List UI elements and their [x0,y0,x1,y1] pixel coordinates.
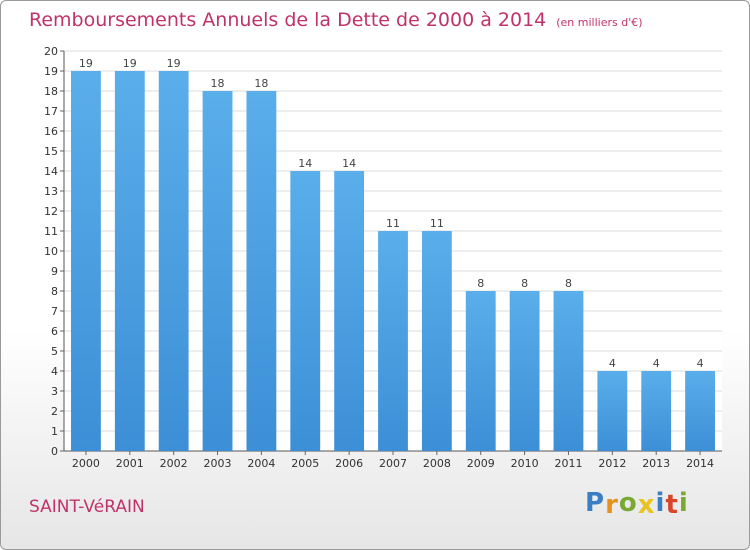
bar-value-label: 4 [697,357,704,370]
bar [114,71,145,451]
bar-value-label: 14 [342,157,356,170]
y-tick-label: 5 [51,345,58,358]
y-tick-label: 12 [44,205,58,218]
bar [597,371,628,451]
bar-value-label: 8 [565,277,572,290]
y-tick-label: 15 [44,145,58,158]
bar-value-label: 18 [254,77,268,90]
x-tick-label: 2014 [686,457,714,470]
y-tick-label: 20 [44,45,58,58]
x-tick-label: 2006 [335,457,363,470]
logo-letter: o [618,488,638,518]
bar-value-label: 14 [298,157,312,170]
bar [553,291,584,451]
x-tick-label: 2004 [247,457,275,470]
bar [641,371,672,451]
x-tick-label: 2005 [291,457,319,470]
y-tick-label: 8 [51,285,58,298]
x-tick-label: 2000 [72,457,100,470]
bar [421,231,452,451]
bar-value-label: 11 [386,217,400,230]
bar-value-label: 4 [609,357,616,370]
x-tick-label: 2002 [160,457,188,470]
bar [290,171,321,451]
logo-letter: P [585,488,606,518]
y-tick-label: 3 [51,385,58,398]
bar [246,91,277,451]
logo-letter: i [678,488,689,518]
bar-value-label: 8 [477,277,484,290]
bar [465,291,496,451]
bar [202,91,233,451]
bar [685,371,715,451]
logo-letter: x [637,490,656,520]
bar-value-label: 18 [211,77,225,90]
bar-value-label: 19 [167,57,181,70]
logo-letter: i [655,488,666,518]
y-tick-label: 4 [51,365,58,378]
bar [334,171,365,451]
logo-letter: r [605,490,619,520]
y-tick-label: 9 [51,265,58,278]
proxiti-logo: Proxiti [585,488,689,520]
chart-title: Remboursements Annuels de la Dette de 20… [29,9,643,31]
y-tick-label: 17 [44,105,58,118]
bar-value-label: 4 [653,357,660,370]
x-tick-label: 2008 [423,457,451,470]
x-tick-label: 2003 [204,457,232,470]
y-tick-label: 19 [44,65,58,78]
x-tick-label: 2007 [379,457,407,470]
x-tick-label: 2011 [554,457,582,470]
y-tick-label: 6 [51,325,58,338]
x-tick-label: 2012 [598,457,626,470]
y-tick-label: 14 [44,165,58,178]
bar [71,71,101,451]
y-tick-label: 10 [44,245,58,258]
y-tick-label: 11 [44,225,58,238]
x-tick-label: 2001 [116,457,144,470]
y-tick-label: 18 [44,85,58,98]
x-tick-label: 2013 [642,457,670,470]
y-tick-label: 1 [51,425,58,438]
x-tick-label: 2010 [511,457,539,470]
bar-value-label: 19 [123,57,137,70]
y-tick-label: 7 [51,305,58,318]
bar-value-label: 8 [521,277,528,290]
bar [158,71,189,451]
y-tick-label: 0 [51,445,58,458]
bar-value-label: 19 [79,57,93,70]
commune-name: SAINT-VéRAIN [29,497,145,517]
x-tick-label: 2009 [467,457,495,470]
bar [378,231,408,451]
y-tick-label: 16 [44,125,58,138]
logo-letter: t [665,490,679,520]
bar-value-label: 11 [430,217,444,230]
bar [509,291,540,451]
y-tick-label: 2 [51,405,58,418]
y-tick-label: 13 [44,185,58,198]
chart-unit-note: (en milliers d'€) [556,16,643,29]
chart-title-text: Remboursements Annuels de la Dette de 20… [29,9,547,31]
